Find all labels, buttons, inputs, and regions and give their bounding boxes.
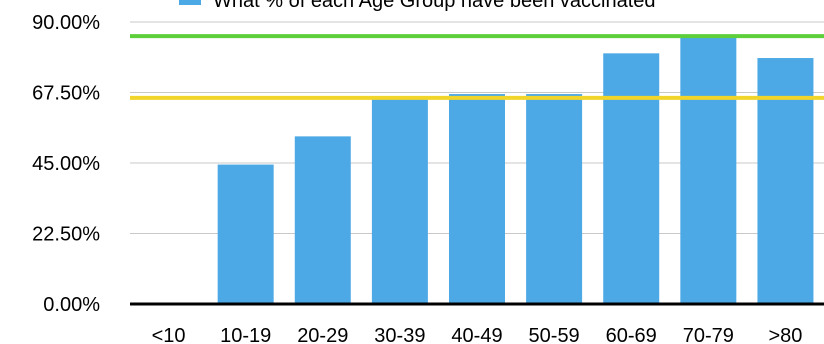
bar	[680, 37, 737, 305]
bar	[217, 164, 274, 304]
x-axis-tick-labels: <10 10-19 20-29 30-39 40-49 50-59 60-69 70-79 >8…	[152, 325, 803, 344]
legend-swatch	[179, 0, 201, 5]
bar	[757, 58, 814, 305]
x-tick-label: 30-39	[374, 325, 425, 344]
y-tick-label: 22.50%	[32, 224, 100, 246]
x-tick-label: 70-79	[683, 325, 734, 344]
x-tick-label: 40-49	[451, 325, 502, 344]
x-tick-label: 50-59	[529, 325, 580, 344]
x-tick-label: 60-69	[606, 325, 657, 344]
x-tick-label: 10-19	[220, 325, 271, 344]
y-axis-tick-labels: 0.00% 22.50% 45.00% 67.50% 90.00%	[32, 12, 100, 316]
x-tick-label: 20-29	[297, 325, 348, 344]
y-tick-label: 0.00%	[43, 294, 100, 316]
bar	[449, 94, 505, 304]
legend-label: What % of each Age Group have been vacci…	[213, 0, 656, 12]
reference-lines	[130, 34, 824, 100]
bar	[603, 53, 660, 305]
x-tick-label: >80	[768, 325, 802, 344]
bar	[371, 98, 428, 305]
x-tick-label: <10	[152, 325, 186, 344]
bar	[294, 136, 351, 304]
y-tick-label: 45.00%	[32, 153, 100, 175]
bars	[217, 37, 814, 305]
bar	[526, 94, 583, 304]
y-tick-label: 90.00%	[32, 12, 100, 34]
legend: What % of each Age Group have been vacci…	[179, 0, 656, 12]
y-tick-label: 67.50%	[32, 83, 100, 105]
